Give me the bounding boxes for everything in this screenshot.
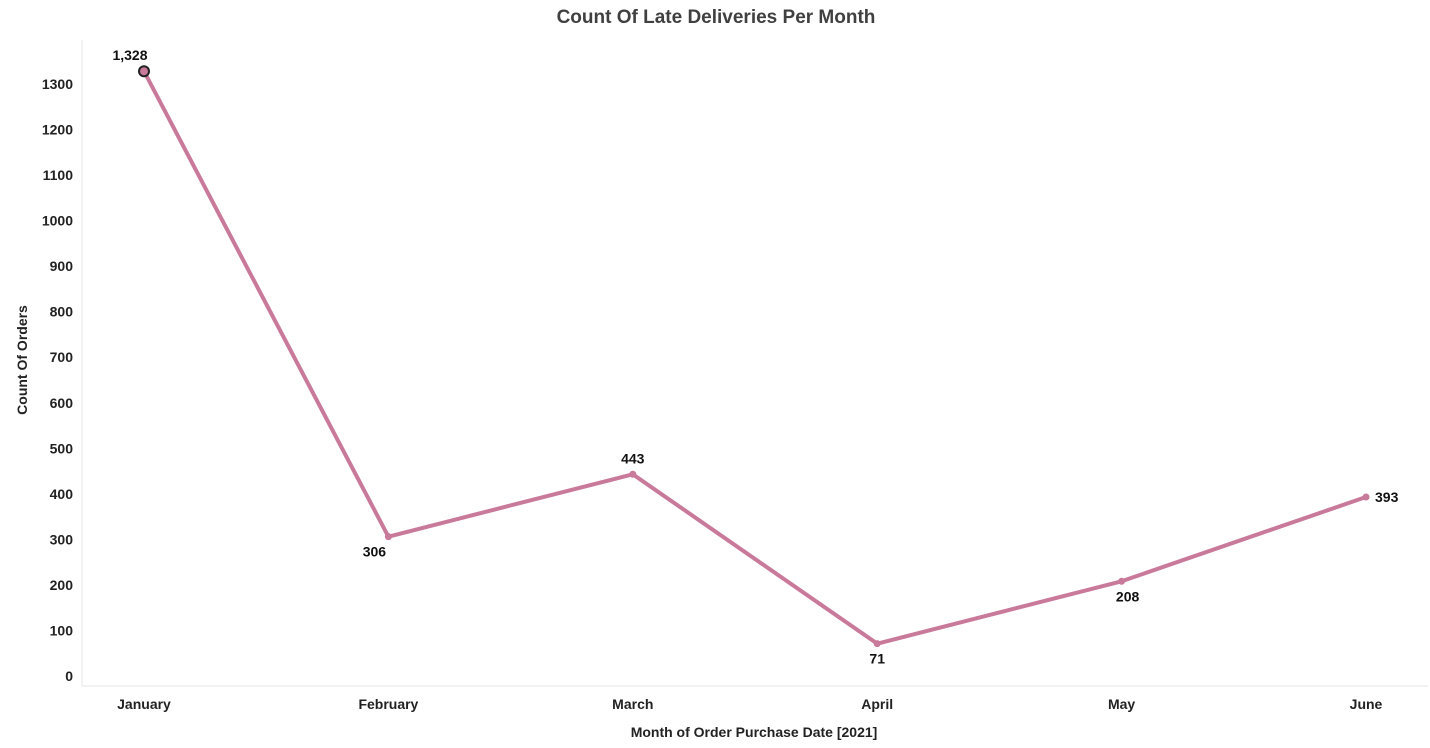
- y-tick-label: 0: [65, 668, 73, 684]
- y-tick-label: 800: [50, 304, 74, 320]
- x-tick-label: April: [861, 696, 893, 712]
- data-label: 71: [869, 651, 885, 667]
- series-late-deliveries: [142, 69, 1368, 646]
- y-tick-label: 1200: [42, 122, 73, 138]
- x-tick-labels: January February March April May June: [117, 696, 1382, 712]
- y-tick-label: 300: [50, 531, 74, 547]
- chart-title: Count Of Late Deliveries Per Month: [557, 7, 876, 28]
- data-label: 306: [363, 544, 387, 560]
- x-tick-label: March: [612, 696, 653, 712]
- x-tick-label: January: [117, 696, 171, 712]
- y-tick-label: 200: [50, 577, 74, 593]
- data-point[interactable]: [629, 470, 637, 478]
- data-points: [138, 65, 1370, 648]
- y-tick-label: 1000: [42, 213, 73, 229]
- x-tick-label: February: [358, 696, 418, 712]
- x-tick-label: June: [1350, 696, 1383, 712]
- data-point[interactable]: [1362, 493, 1370, 501]
- data-label: 443: [621, 450, 645, 466]
- data-point-highlighted[interactable]: [138, 65, 150, 78]
- data-point[interactable]: [873, 640, 881, 648]
- data-labels: 1,328 306 443 71 208 393: [112, 47, 1398, 666]
- y-tick-label: 900: [50, 258, 74, 274]
- x-axis-title: Month of Order Purchase Date [2021]: [631, 724, 878, 740]
- data-label: 393: [1375, 489, 1399, 505]
- y-tick-label: 600: [50, 395, 74, 411]
- series-line: [142, 69, 1368, 646]
- y-tick-label: 1100: [43, 167, 74, 183]
- y-tick-label: 700: [50, 349, 74, 365]
- x-tick-label: May: [1108, 696, 1135, 712]
- y-tick-label: 100: [50, 622, 74, 638]
- y-tick-label: 500: [50, 440, 74, 456]
- data-label: 208: [1116, 588, 1140, 604]
- y-tick-labels: 0 100 200 300 400 500 600 700 800 900 1000 1100 1200…: [42, 76, 73, 684]
- y-tick-label: 400: [50, 486, 74, 502]
- y-axis-title: Count Of Orders: [14, 305, 30, 415]
- data-label: 1,328: [112, 47, 147, 63]
- data-point[interactable]: [1118, 577, 1126, 585]
- data-point[interactable]: [384, 533, 392, 541]
- y-tick-label: 1300: [42, 76, 73, 92]
